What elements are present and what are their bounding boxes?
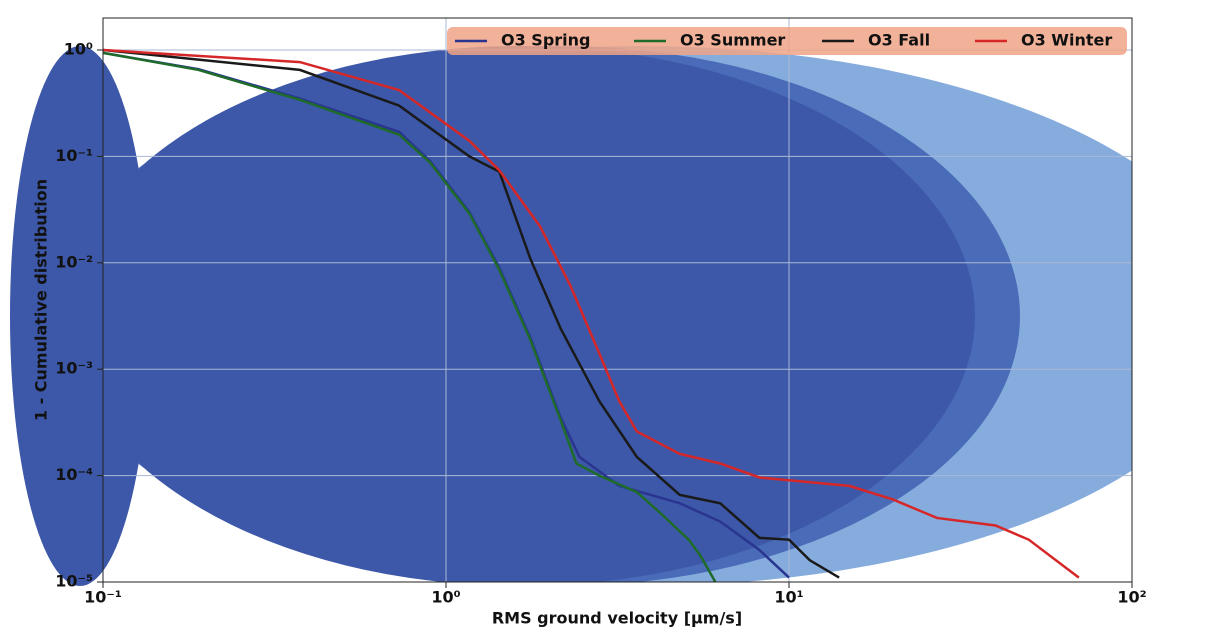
- legend-label: O3 Fall: [868, 31, 930, 50]
- series-line: [103, 48, 1080, 579]
- x-tick-label: 10⁻¹: [84, 588, 122, 607]
- y-tick-label: 10⁻⁴: [55, 465, 93, 484]
- series-line: [103, 48, 840, 579]
- y-tick-label: 10⁻³: [55, 359, 93, 378]
- plot-frame: [102, 17, 1133, 583]
- legend-label: O3 Summer: [680, 31, 785, 50]
- series-line: [103, 51, 717, 582]
- y-tick-label: 10⁰: [64, 40, 93, 59]
- y-tick-label: 10⁻¹: [55, 146, 93, 165]
- background-shapes: [103, 46, 1132, 582]
- x-tick-label: 10¹: [774, 588, 803, 607]
- legend-box: [447, 27, 1127, 55]
- x-tick-label: 10⁰: [431, 588, 460, 607]
- x-tick-label: 10²: [1117, 588, 1146, 607]
- legend-label: O3 Spring: [501, 31, 591, 50]
- y-axis-label: 1 - Cumulative distribution: [32, 179, 51, 421]
- backdrop: [103, 46, 975, 582]
- x-axis-label: RMS ground velocity [μm/s]: [492, 609, 742, 628]
- legend-label: O3 Winter: [1021, 31, 1112, 50]
- backdrop: [10, 46, 150, 586]
- y-tick-label: 10⁻²: [55, 252, 93, 271]
- y-tick-label: 10⁻⁵: [55, 572, 93, 591]
